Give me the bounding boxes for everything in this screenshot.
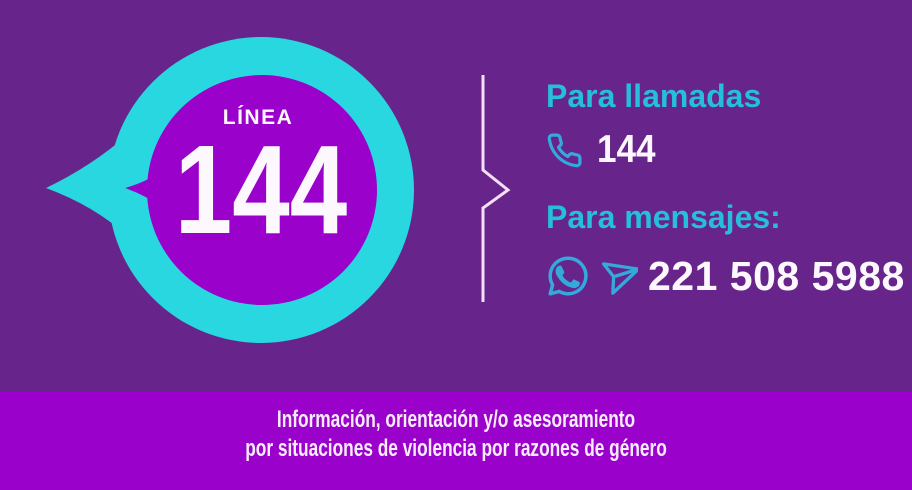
messages-row: 221 508 5988 xyxy=(546,252,905,300)
calls-number: 144 xyxy=(597,128,656,171)
messages-number: 221 508 5988 xyxy=(648,252,905,299)
speech-bubble-shape xyxy=(46,37,414,343)
telegram-icon xyxy=(601,262,638,295)
bubble-line-label: LÍNEA xyxy=(222,106,294,129)
footer-strip: Información, orientación y/o asesoramien… xyxy=(0,392,912,490)
whatsapp-icon xyxy=(548,256,588,296)
speech-bubble-logo: LÍNEA 144 xyxy=(0,0,470,392)
bubble-number: 144 xyxy=(174,119,348,260)
messages-title: Para mensajes: xyxy=(546,199,781,235)
calls-title: Para llamadas xyxy=(546,78,762,114)
footer-line2: por situaciones de violencia por razones… xyxy=(245,435,667,462)
footer-line1: Información, orientación y/o asesoramien… xyxy=(276,406,636,433)
chevron-divider xyxy=(481,75,511,302)
phone-icon xyxy=(547,132,582,167)
calls-row: 144 xyxy=(546,128,662,172)
